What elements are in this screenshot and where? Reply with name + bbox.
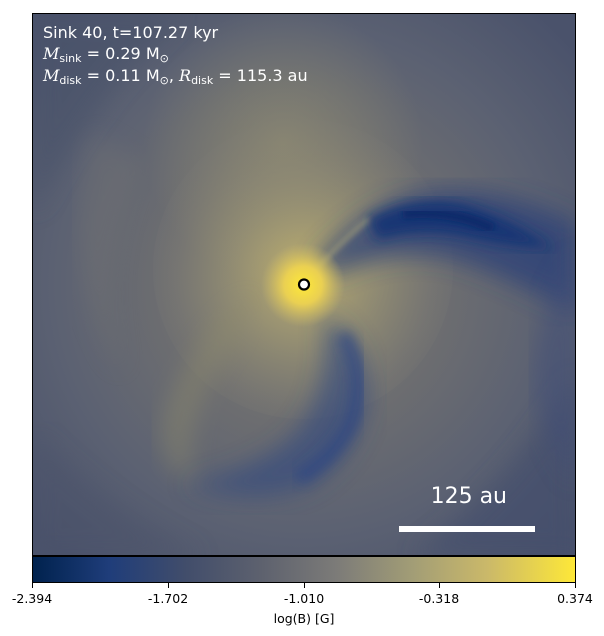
colorbar-tick	[32, 583, 33, 588]
disk-properties: Mdisk = 0.11 M⊙, Rdisk = 115.3 au	[43, 66, 308, 87]
colorbar-tick-label: 0.374	[557, 591, 593, 606]
scale-bar	[399, 526, 535, 532]
colorbar-tick-label: -1.010	[283, 591, 325, 606]
colorbar-tick	[575, 583, 576, 588]
colorbar-tick	[439, 583, 440, 588]
sink-title: Sink 40, t=107.27 kyr	[43, 23, 219, 42]
field-image	[33, 14, 575, 555]
colorbar-tick-label: -1.702	[147, 591, 189, 606]
sink-marker	[297, 278, 311, 291]
scale-bar-label: 125 au	[430, 484, 507, 509]
colorbar-label: log(B) [G]	[273, 611, 335, 626]
colorbar-tick-label: -0.318	[418, 591, 460, 606]
magnetic-field-map: Sink 40, t=107.27 kyr Msink = 0.29 M⊙ Md…	[32, 13, 576, 556]
colorbar-tick	[168, 583, 169, 588]
colorbar-tick	[304, 583, 305, 588]
colorbar-tick-label: -2.394	[11, 591, 53, 606]
sink-mass: Msink = 0.29 M⊙	[43, 44, 169, 65]
colorbar	[32, 556, 576, 583]
